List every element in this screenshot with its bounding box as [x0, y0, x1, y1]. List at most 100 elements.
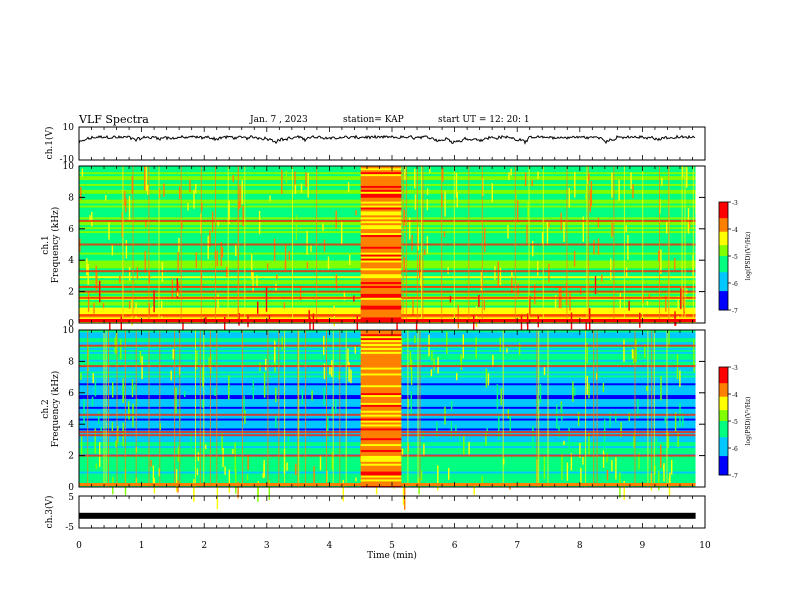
start-time-label: start UT = 12: 20: 1	[438, 115, 530, 125]
colorbar-cell	[719, 226, 728, 230]
ch1-spectrogram-image	[79, 166, 705, 341]
colorbar-tick-label: -4	[732, 392, 738, 399]
colorbar-cell	[719, 283, 728, 287]
xtick-label: 7	[514, 541, 520, 551]
colorbar-cell	[719, 212, 728, 216]
date-label: Jan. 7 , 2023	[249, 115, 308, 125]
ch2-spectrogram-image	[79, 330, 705, 510]
ch1-ytick-bottom: -10	[60, 155, 75, 165]
ytick-label: 2	[68, 452, 74, 462]
colorbar-cell	[719, 399, 728, 403]
ch3-ylabel: ch.3(V)	[44, 496, 55, 529]
colorbar-cell	[719, 293, 728, 297]
colorbar-cell	[719, 274, 728, 279]
ytick-label: 6	[68, 225, 74, 235]
figure-title: VLF Spectra	[78, 113, 149, 126]
colorbar-cell	[719, 285, 728, 289]
colorbar-cell	[719, 367, 728, 371]
colorbar-cell	[719, 272, 728, 276]
ch1-waveform-panel: 10 -10 ch.1(V)	[44, 123, 706, 165]
colorbar-cell	[719, 253, 728, 257]
ytick-label: 4	[68, 420, 74, 430]
colorbar-cell	[719, 380, 728, 384]
ch1-waveform-line	[78, 134, 696, 145]
colorbar-cell	[719, 218, 728, 222]
xtick-label: 8	[577, 541, 583, 551]
x-axis-ticks	[78, 127, 706, 528]
colorbar-cell	[719, 207, 728, 211]
colorbar-tick-label: -5	[732, 254, 738, 261]
ch1-ytick-top: 10	[63, 123, 75, 133]
colorbar-tick-label: -6	[732, 446, 738, 453]
colorbar-label: log(PSD)(V²/Hz)	[745, 232, 752, 281]
colorbar-cell	[719, 264, 728, 268]
ytick-label: 10	[63, 326, 75, 336]
colorbar-cell	[719, 215, 728, 219]
colorbar-cell	[719, 426, 728, 430]
colorbar-cell	[719, 437, 728, 441]
ytick-label: 6	[68, 389, 74, 399]
colorbar-cell	[719, 418, 728, 422]
colorbar-cell	[719, 299, 728, 303]
ytick-label: 2	[68, 288, 74, 298]
xtick-label: 10	[699, 541, 711, 551]
colorbar-cell	[719, 396, 728, 400]
xtick-label: 3	[264, 541, 270, 551]
colorbar-cell	[719, 223, 728, 227]
colorbar-cell	[719, 375, 728, 379]
xtick-label: 5	[389, 541, 395, 551]
colorbar-cell	[719, 280, 728, 284]
colorbar-cell	[719, 291, 728, 295]
ytick-label: 8	[68, 193, 74, 203]
colorbar-cell	[719, 237, 728, 241]
colorbar-label: log(PSD)(V²/Hz)	[745, 397, 752, 446]
colorbar-tick-label: -7	[732, 473, 738, 480]
xtick-label: 6	[452, 541, 458, 551]
xtick-label: 2	[201, 541, 207, 551]
colorbar-cell	[719, 423, 728, 427]
colorbar-cell	[719, 277, 728, 281]
colorbar-tick-label: -6	[732, 281, 738, 288]
colorbar-cell	[719, 453, 728, 457]
xtick-label: 4	[327, 541, 333, 551]
colorbar-cell	[719, 442, 728, 446]
colorbar-cell	[719, 231, 728, 235]
colorbar-cell	[719, 383, 728, 387]
colorbar-cell	[719, 296, 728, 300]
colorbar-cell	[719, 464, 728, 468]
colorbar-cell	[719, 472, 728, 476]
colorbar-cell	[719, 385, 728, 390]
xtick-label: 0	[76, 541, 82, 551]
colorbar-cell	[719, 407, 728, 411]
colorbar-cell	[719, 288, 728, 292]
colorbar-tick-label: -3	[732, 365, 738, 372]
colorbar-tick-label: -4	[732, 227, 738, 234]
station-label: station= KAP	[343, 115, 404, 125]
ytick-label: 0	[68, 483, 74, 493]
xtick-label: 1	[139, 541, 145, 551]
colorbar-cell	[719, 250, 728, 254]
colorbar-tick-label: -7	[732, 308, 738, 315]
colorbar-cell	[719, 261, 728, 265]
colorbar-cell	[719, 245, 728, 249]
colorbar-cell	[719, 439, 728, 444]
colorbar-cell	[719, 448, 728, 452]
colorbar-cell	[719, 234, 728, 238]
colorbar-cell	[719, 266, 728, 270]
colorbar-cell	[719, 450, 728, 454]
ch2-spec-ylabel: ch.2Frequency (kHz)	[41, 371, 61, 448]
colorbar-cell	[719, 372, 728, 376]
colorbar-cell	[719, 461, 728, 465]
colorbar-cell	[719, 391, 728, 395]
colorbar-cell	[719, 412, 728, 417]
colorbar-cell	[719, 256, 728, 260]
colorbar-cell	[719, 369, 728, 373]
x-axis-tick-labels: 0 1 2 3 4 5 6 7 8 9 10	[76, 541, 711, 551]
ch3-waveform-panel: 5 -5 ch.3(V)	[44, 493, 706, 533]
colorbar-cell	[719, 210, 728, 214]
ytick-label: 4	[68, 256, 74, 266]
ytick-label: 0	[68, 319, 74, 329]
colorbar-cell	[719, 434, 728, 438]
ch2-spectrogram-panel: 0 2 4 6 8 10 ch.2Frequency (kHz)	[41, 326, 706, 510]
colorbar-cell	[719, 388, 728, 392]
